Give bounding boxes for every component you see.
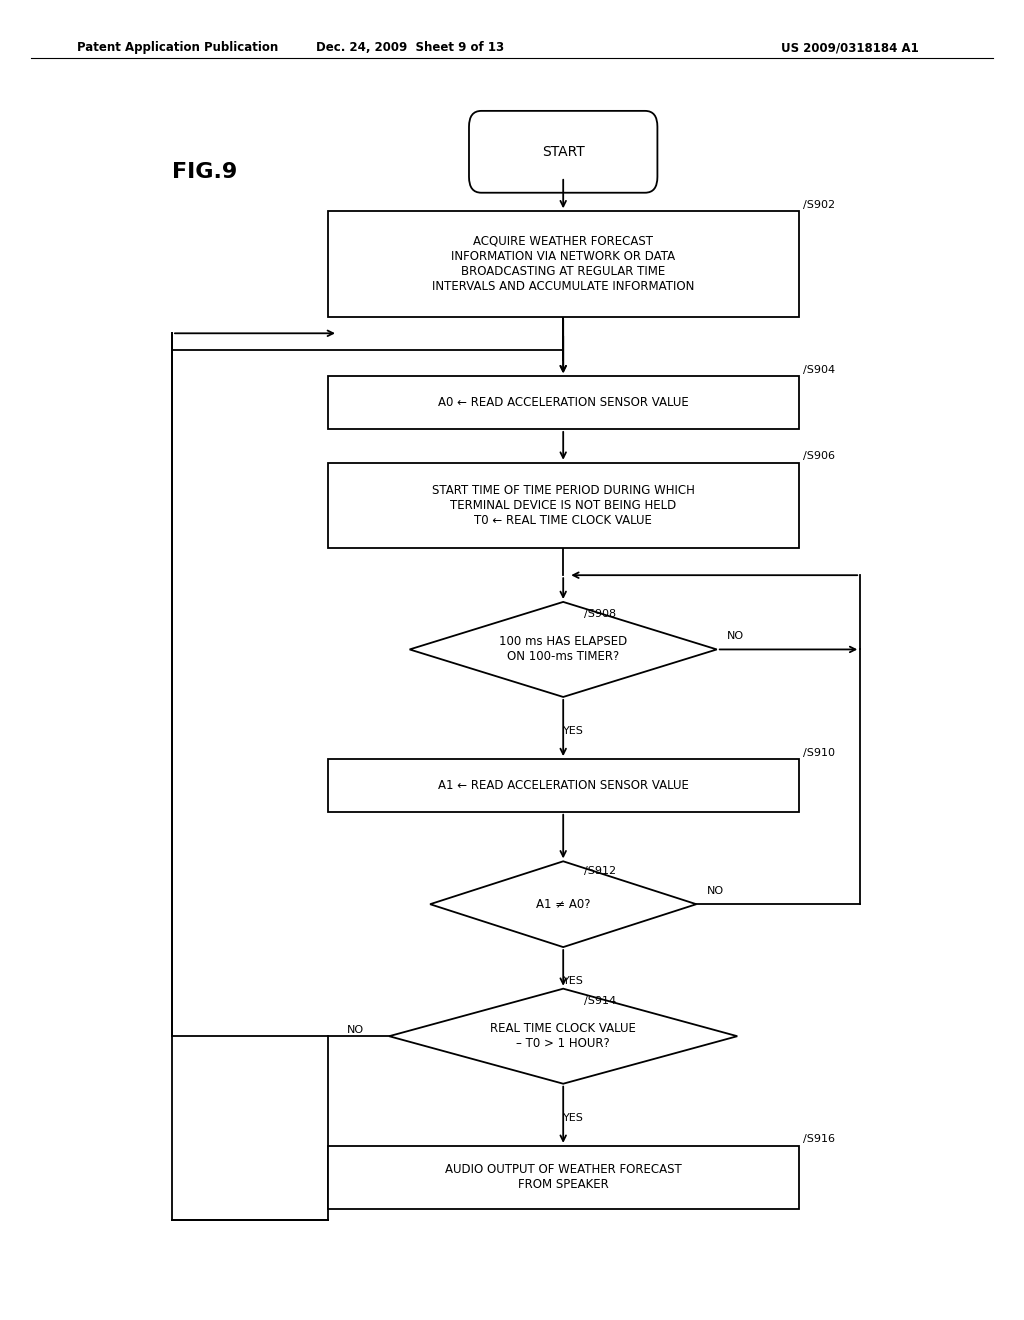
Text: Dec. 24, 2009  Sheet 9 of 13: Dec. 24, 2009 Sheet 9 of 13 bbox=[315, 41, 504, 54]
Text: FIG.9: FIG.9 bbox=[172, 161, 238, 182]
Bar bbox=[328, 759, 799, 812]
Text: A1 ← READ ACCELERATION SENSOR VALUE: A1 ← READ ACCELERATION SENSOR VALUE bbox=[438, 779, 688, 792]
Bar bbox=[328, 1146, 799, 1209]
Bar bbox=[328, 462, 799, 549]
Text: START TIME OF TIME PERIOD DURING WHICH
TERMINAL DEVICE IS NOT BEING HELD
T0 ← RE: START TIME OF TIME PERIOD DURING WHICH T… bbox=[432, 484, 694, 527]
Text: /S916: /S916 bbox=[803, 1134, 835, 1144]
Text: /S912: /S912 bbox=[584, 866, 615, 876]
Text: /S910: /S910 bbox=[803, 747, 835, 758]
Text: AUDIO OUTPUT OF WEATHER FORECAST
FROM SPEAKER: AUDIO OUTPUT OF WEATHER FORECAST FROM SP… bbox=[444, 1163, 682, 1192]
Text: YES: YES bbox=[563, 1113, 584, 1123]
Polygon shape bbox=[430, 861, 696, 948]
Polygon shape bbox=[389, 989, 737, 1084]
Polygon shape bbox=[410, 602, 717, 697]
Text: REAL TIME CLOCK VALUE
– T0 > 1 HOUR?: REAL TIME CLOCK VALUE – T0 > 1 HOUR? bbox=[490, 1022, 636, 1051]
Text: A1 ≠ A0?: A1 ≠ A0? bbox=[536, 898, 591, 911]
Text: US 2009/0318184 A1: US 2009/0318184 A1 bbox=[781, 41, 919, 54]
FancyBboxPatch shape bbox=[469, 111, 657, 193]
Text: ACQUIRE WEATHER FORECAST
INFORMATION VIA NETWORK OR DATA
BROADCASTING AT REGULAR: ACQUIRE WEATHER FORECAST INFORMATION VIA… bbox=[432, 235, 694, 293]
Bar bbox=[328, 211, 799, 317]
Text: YES: YES bbox=[563, 726, 584, 737]
Text: A0 ← READ ACCELERATION SENSOR VALUE: A0 ← READ ACCELERATION SENSOR VALUE bbox=[438, 396, 688, 409]
Text: /S902: /S902 bbox=[803, 199, 835, 210]
Text: /S914: /S914 bbox=[584, 995, 615, 1006]
Text: Patent Application Publication: Patent Application Publication bbox=[77, 41, 279, 54]
Text: /S906: /S906 bbox=[803, 451, 835, 462]
Text: NO: NO bbox=[346, 1024, 364, 1035]
Text: /S908: /S908 bbox=[584, 609, 615, 619]
Text: YES: YES bbox=[563, 977, 584, 986]
Bar bbox=[328, 376, 799, 429]
Text: START: START bbox=[542, 145, 585, 158]
Text: /S904: /S904 bbox=[803, 364, 835, 375]
Text: NO: NO bbox=[727, 631, 744, 642]
Text: NO: NO bbox=[707, 886, 724, 896]
Text: 100 ms HAS ELAPSED
ON 100-ms TIMER?: 100 ms HAS ELAPSED ON 100-ms TIMER? bbox=[499, 635, 628, 664]
